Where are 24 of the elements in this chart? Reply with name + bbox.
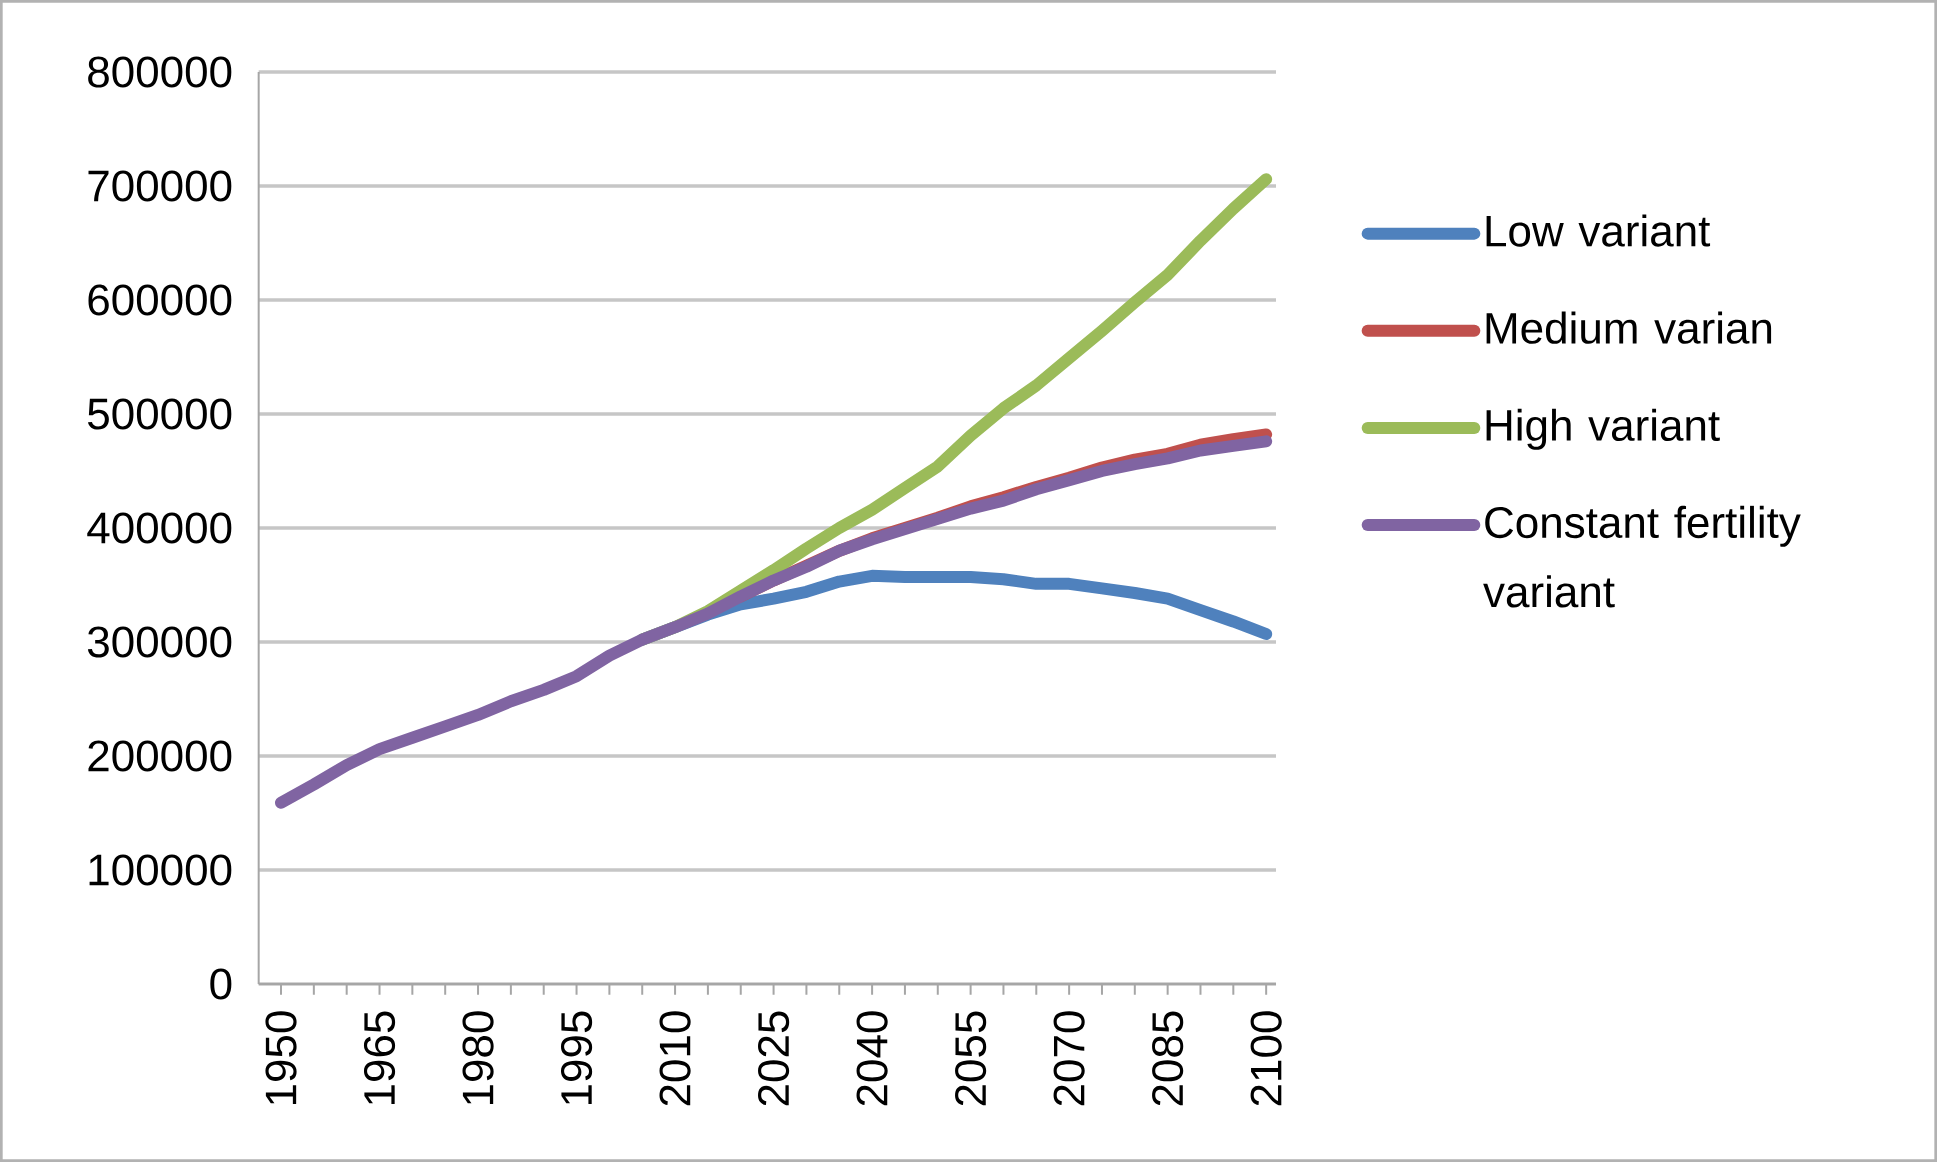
legend-label: Constant fertility variant <box>1483 505 1801 608</box>
y-tick-label: 200000 <box>88 740 232 772</box>
x-tick-label: 2040 <box>856 1011 888 1106</box>
x-tick-label: 2025 <box>758 1011 790 1106</box>
x-tick-label: 2100 <box>1250 1011 1282 1106</box>
legend-label: Low variant <box>1486 214 1711 247</box>
y-tick-label: 500000 <box>88 398 232 430</box>
x-tick-label: 1950 <box>265 1011 297 1105</box>
x-tick-label: 2085 <box>1152 1011 1184 1106</box>
legend-label: High variant <box>1486 408 1720 450</box>
y-tick-label: 300000 <box>87 626 232 658</box>
y-tick-label: 100000 <box>89 854 232 886</box>
y-tick-label: 400000 <box>87 512 232 544</box>
y-tick-label: 800000 <box>88 56 232 88</box>
x-tick-label: 2055 <box>955 1011 987 1106</box>
x-tick-label: 2010 <box>659 1011 691 1106</box>
x-tick-label: 1995 <box>560 1011 593 1105</box>
legend-label: Medium varian <box>1486 311 1772 344</box>
y-tick-label: 0 <box>210 968 232 1000</box>
x-tick-label: 2070 <box>1053 1011 1085 1106</box>
y-tick-label: 600000 <box>88 284 232 316</box>
x-tick-label: 1965 <box>363 1011 396 1105</box>
x-tick-label: 1980 <box>462 1011 494 1105</box>
y-tick-label: 700000 <box>88 170 232 202</box>
